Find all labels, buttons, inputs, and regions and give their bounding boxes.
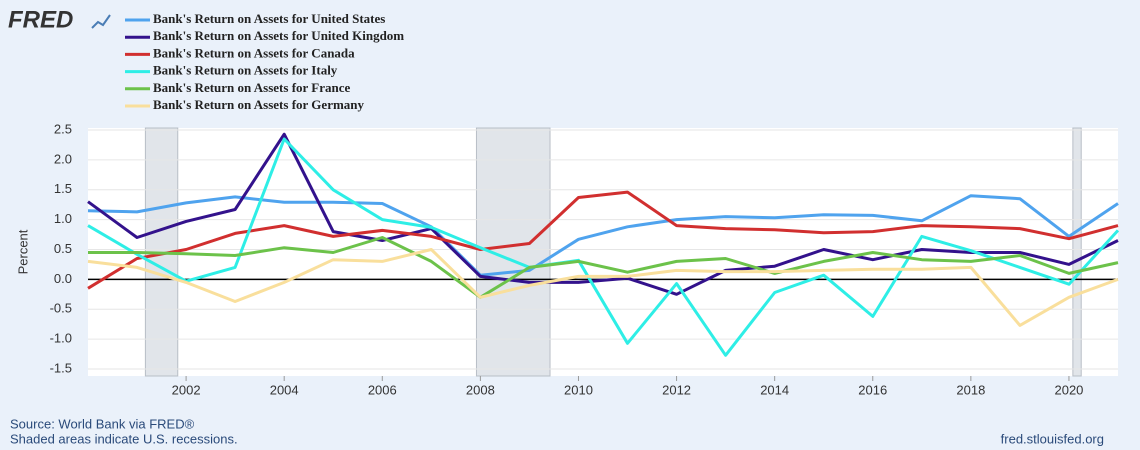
x-tick-label: 2004 [270, 382, 299, 397]
credit: fred.stlouisfed.org [1001, 431, 1104, 446]
y-tick-label: 2.0 [54, 151, 72, 166]
logo-icon [91, 14, 111, 29]
series-line [88, 236, 1119, 299]
recession-shade [1072, 127, 1082, 377]
series-line [87, 137, 1120, 357]
y-tick-label: 1.5 [54, 181, 72, 196]
y-tick-label: -0.5 [50, 301, 72, 316]
legend-label: Bank's Return on Assets for United Kingd… [153, 28, 404, 43]
x-tick-label: 2020 [1054, 382, 1083, 397]
x-tick-label: 2012 [662, 382, 691, 397]
y-axis-label: Percent [15, 229, 30, 274]
x-tick-label: 2010 [564, 382, 593, 397]
legend-label: Bank's Return on Assets for Canada [153, 45, 355, 60]
legend-label: Bank's Return on Assets for France [153, 80, 351, 95]
y-tick-label: 0.0 [54, 271, 72, 286]
series-line [87, 190, 1119, 290]
y-tick-label: 2.5 [54, 121, 72, 136]
series-line [87, 248, 1119, 327]
series-line [87, 132, 1119, 296]
y-tick-label: -1.5 [50, 360, 72, 375]
source: Source: World Bank via FRED® [10, 416, 195, 431]
x-tick-label: 2006 [368, 382, 397, 397]
x-tick-label: 2002 [172, 382, 201, 397]
legend-label: Bank's Return on Assets for Germany [153, 97, 365, 112]
y-tick-label: 0.5 [54, 241, 72, 256]
logo: FRED [8, 6, 73, 33]
x-tick-label: 2016 [858, 382, 887, 397]
legend-label: Bank's Return on Assets for United State… [153, 11, 385, 26]
note: Shaded areas indicate U.S. recessions. [10, 431, 238, 446]
x-tick-label: 2014 [760, 382, 789, 397]
x-tick-label: 2008 [466, 382, 495, 397]
y-tick-label: -1.0 [50, 331, 72, 346]
y-tick-label: 1.0 [54, 211, 72, 226]
legend-label: Bank's Return on Assets for Italy [153, 63, 338, 78]
x-tick-label: 2018 [956, 382, 985, 397]
